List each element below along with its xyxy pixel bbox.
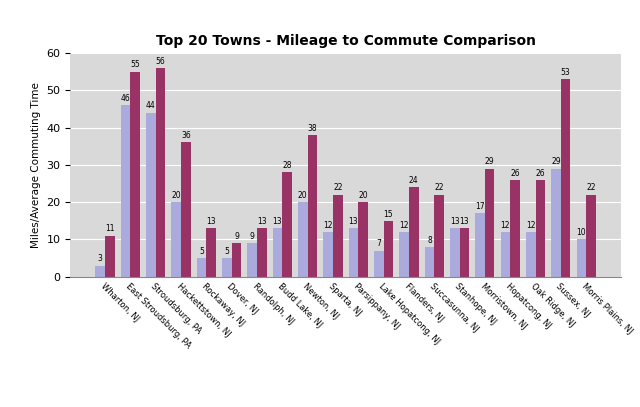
Text: 26: 26	[536, 168, 545, 177]
Bar	[146, 113, 156, 277]
Bar	[181, 142, 191, 277]
Bar	[383, 221, 393, 277]
Text: 22: 22	[333, 184, 342, 193]
Text: 53: 53	[561, 68, 570, 77]
Bar	[500, 232, 510, 277]
Bar	[121, 105, 131, 277]
Bar	[561, 79, 570, 277]
Bar	[257, 228, 267, 277]
Text: 7: 7	[376, 239, 381, 248]
Bar	[450, 228, 460, 277]
Bar	[206, 228, 216, 277]
Bar	[323, 232, 333, 277]
Bar	[476, 213, 485, 277]
Bar	[172, 202, 181, 277]
Text: 12: 12	[399, 221, 409, 230]
Text: 38: 38	[308, 124, 317, 133]
Text: 56: 56	[156, 57, 165, 66]
Text: 29: 29	[551, 158, 561, 166]
Text: 5: 5	[225, 247, 229, 256]
Text: 13: 13	[273, 217, 282, 226]
Y-axis label: Miles/Average Commuting Time: Miles/Average Commuting Time	[31, 82, 41, 248]
Bar	[409, 187, 419, 277]
Bar	[424, 247, 434, 277]
Bar	[95, 266, 105, 277]
Bar	[399, 232, 409, 277]
Text: 26: 26	[510, 168, 520, 177]
Bar	[510, 180, 520, 277]
Bar	[222, 258, 232, 277]
Text: 12: 12	[526, 221, 536, 230]
Bar	[551, 168, 561, 277]
Text: 10: 10	[577, 228, 586, 237]
Text: 15: 15	[383, 210, 393, 219]
Text: 5: 5	[199, 247, 204, 256]
Text: 9: 9	[234, 232, 239, 241]
Bar	[232, 243, 241, 277]
Text: 13: 13	[450, 217, 460, 226]
Bar	[460, 228, 469, 277]
Text: 9: 9	[250, 232, 255, 241]
Text: 13: 13	[206, 217, 216, 226]
Text: 24: 24	[409, 176, 419, 185]
Text: 29: 29	[485, 158, 495, 166]
Text: 20: 20	[172, 191, 181, 200]
Bar	[282, 172, 292, 277]
Bar	[308, 135, 317, 277]
Text: 22: 22	[435, 184, 444, 193]
Bar	[196, 258, 206, 277]
Text: 13: 13	[349, 217, 358, 226]
Text: 55: 55	[131, 60, 140, 69]
Bar	[349, 228, 358, 277]
Text: 3: 3	[98, 254, 102, 263]
Text: 36: 36	[181, 131, 191, 140]
Text: 20: 20	[298, 191, 308, 200]
Bar	[273, 228, 282, 277]
Bar	[247, 243, 257, 277]
Bar	[358, 202, 368, 277]
Text: 44: 44	[146, 101, 156, 110]
Bar	[485, 168, 495, 277]
Bar	[333, 195, 342, 277]
Bar	[434, 195, 444, 277]
Text: 28: 28	[282, 161, 292, 170]
Bar	[131, 72, 140, 277]
Text: 46: 46	[121, 94, 131, 103]
Title: Top 20 Towns - Mileage to Commute Comparison: Top 20 Towns - Mileage to Commute Compar…	[156, 33, 536, 48]
Text: 17: 17	[476, 202, 485, 211]
Bar	[526, 232, 536, 277]
Bar	[156, 68, 165, 277]
Bar	[105, 236, 115, 277]
Text: 12: 12	[500, 221, 510, 230]
Bar	[536, 180, 545, 277]
Text: 12: 12	[323, 221, 333, 230]
Bar	[586, 195, 596, 277]
Bar	[577, 239, 586, 277]
Text: 8: 8	[427, 236, 432, 245]
Text: 20: 20	[358, 191, 368, 200]
Bar	[298, 202, 308, 277]
Text: 22: 22	[586, 184, 596, 193]
Bar	[374, 251, 383, 277]
Text: 11: 11	[105, 225, 115, 234]
Text: 13: 13	[257, 217, 267, 226]
Text: 13: 13	[460, 217, 469, 226]
